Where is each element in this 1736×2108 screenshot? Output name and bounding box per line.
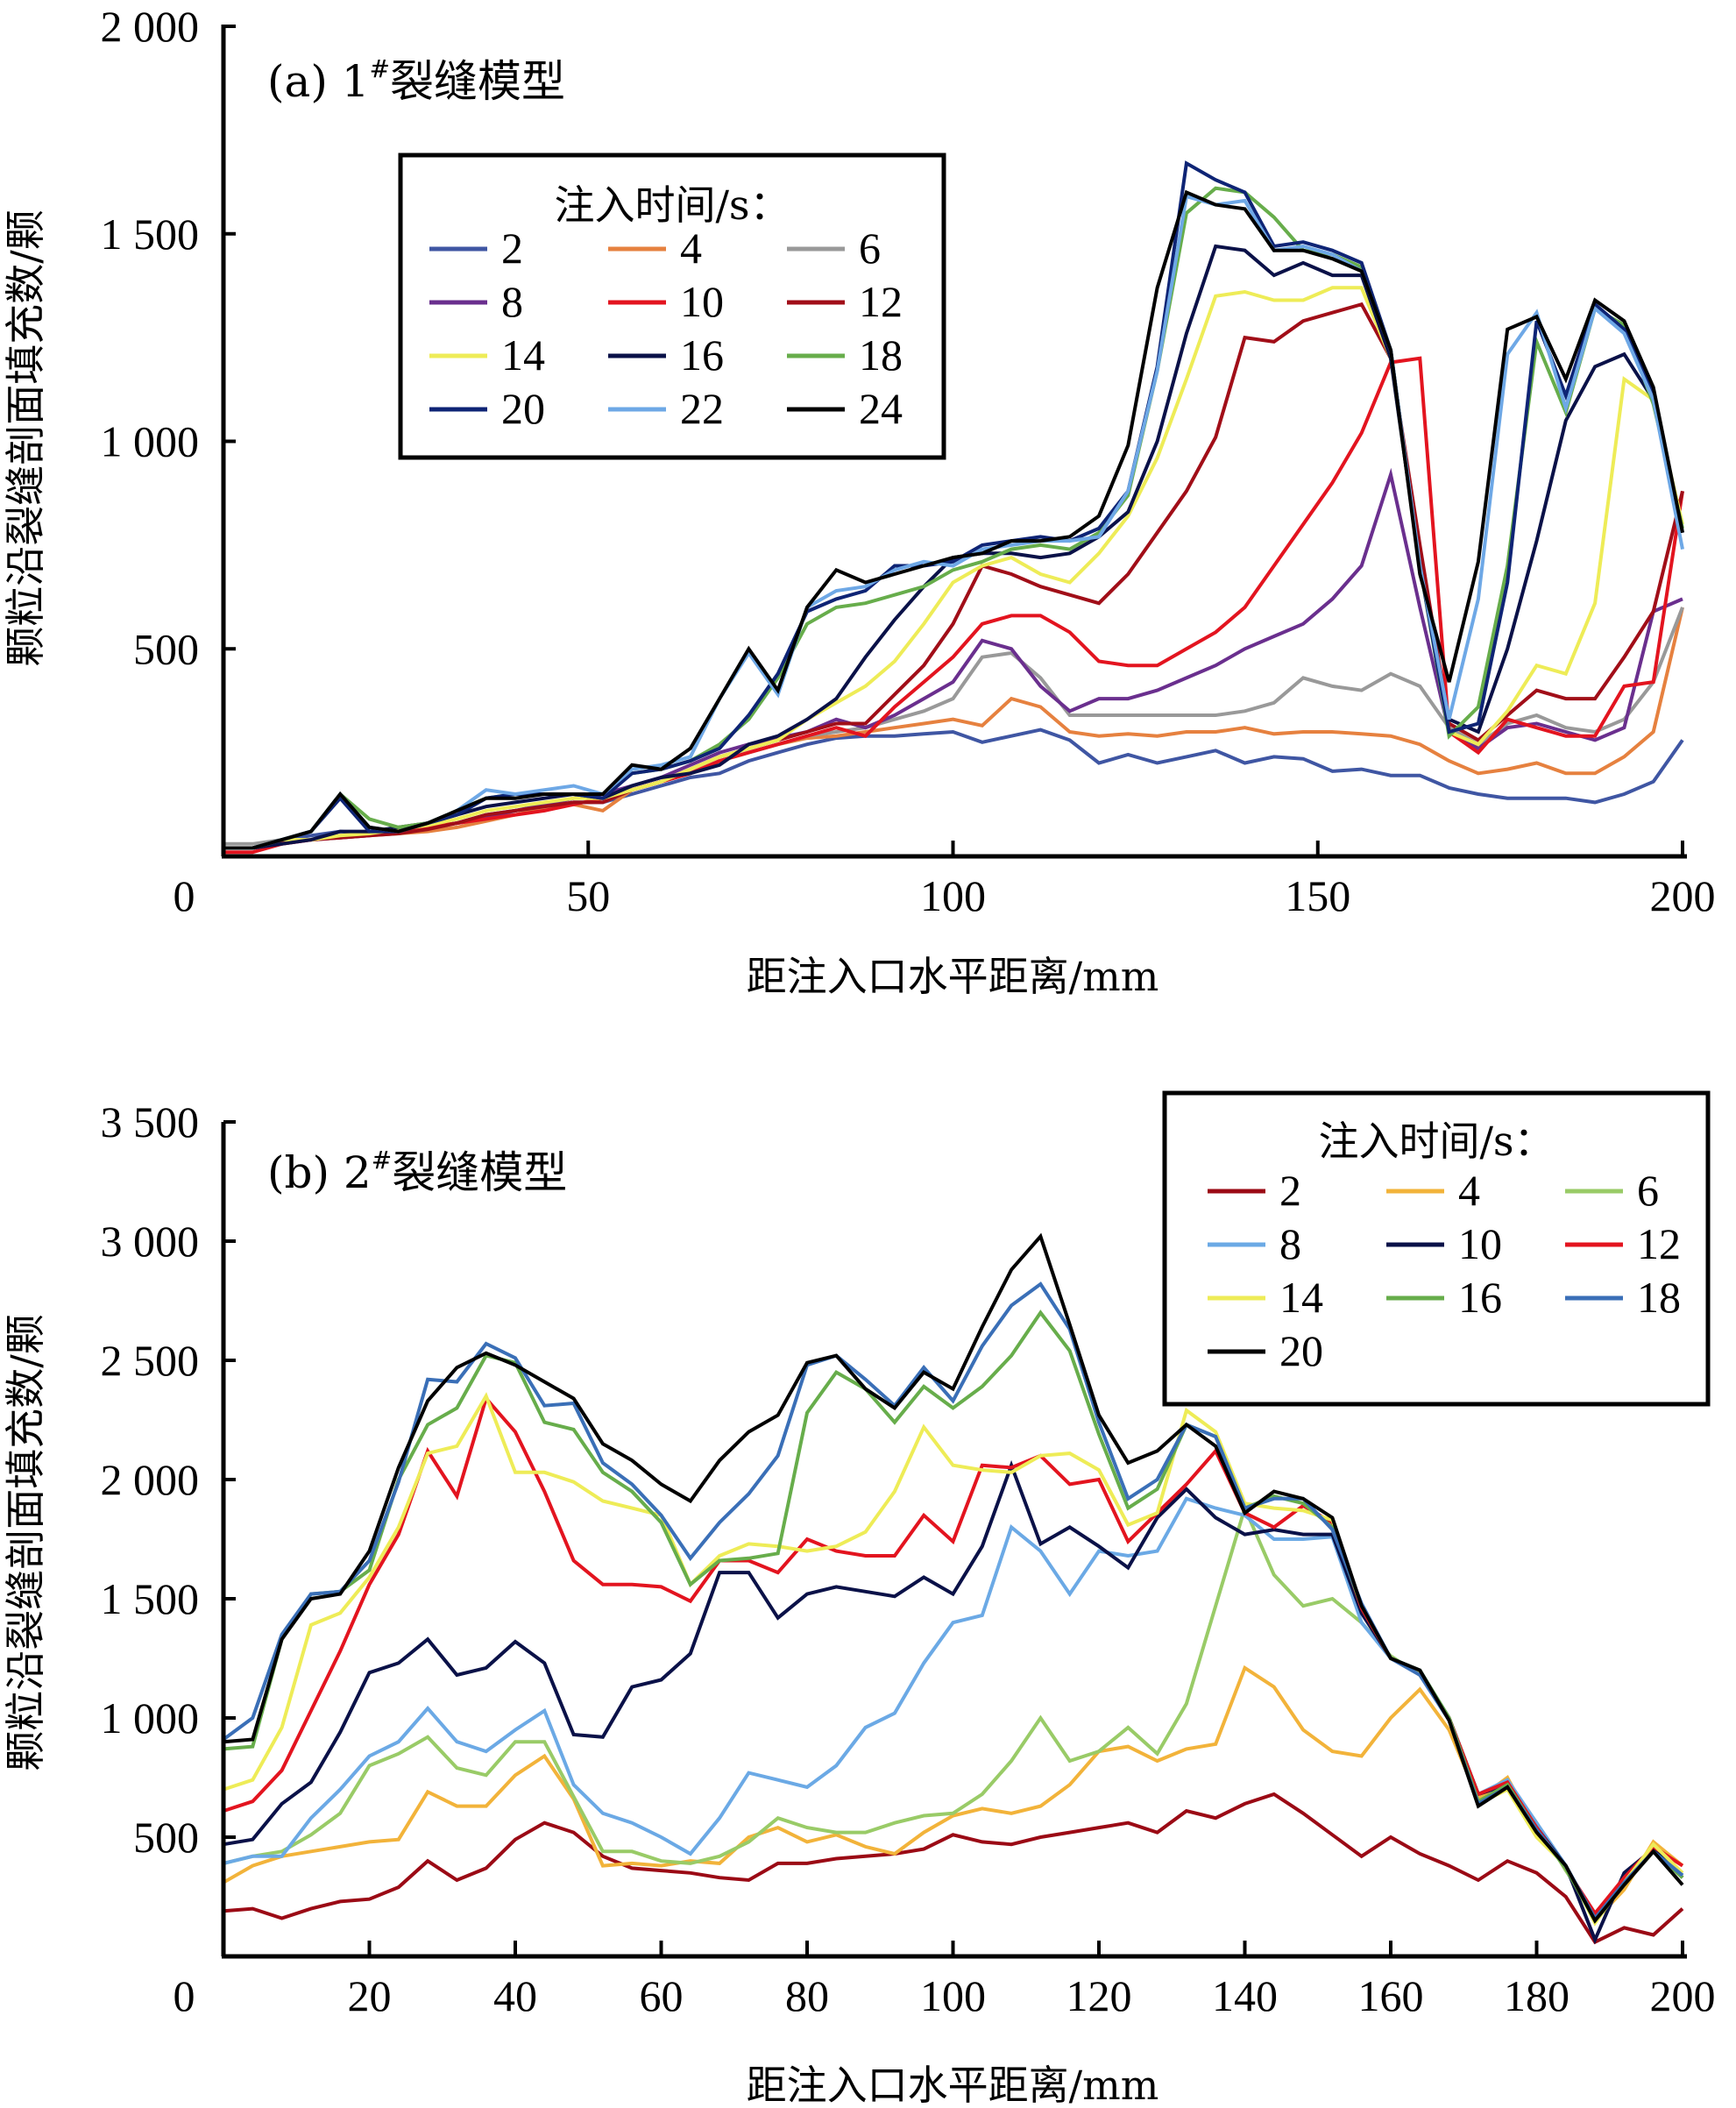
y-tick-label-a-3: 2 000 xyxy=(101,2,200,51)
panel-title-b: (b) 2#裂缝模型 xyxy=(267,1146,567,1198)
x-tick-label-b-3: 60 xyxy=(640,1971,684,2020)
series-line-b-8s xyxy=(223,1496,1684,1921)
y-tick-label-b-5: 3 000 xyxy=(101,1217,200,1266)
legend-label-a-8: 8 xyxy=(501,277,523,326)
y-tick-label-b-2: 1 500 xyxy=(101,1574,200,1623)
panel-title-a-sup: # xyxy=(370,54,390,83)
x-tick-label-b-0: 0 xyxy=(174,1971,195,2020)
series-line-b-2s xyxy=(223,1792,1684,1945)
series-group-b xyxy=(222,1232,1684,1945)
y-ticks-a: 500 1 000 1 500 2 000 xyxy=(101,2,236,673)
x-tick-label-b-9: 180 xyxy=(1504,1971,1569,2020)
legend-label-b-6: 6 xyxy=(1637,1166,1659,1215)
y-ticks-b: 500 1 000 1 500 2 000 2 500 3 000 3 500 xyxy=(101,1097,236,1862)
legend-b: 注入时间/s： 2 4 6 8 10 12 14 16 18 20 xyxy=(1162,1090,1711,1407)
legend-label-a-24: 24 xyxy=(859,384,903,433)
legend-label-b-12: 12 xyxy=(1637,1219,1681,1268)
x-tick-label-a-0: 0 xyxy=(174,871,195,920)
legend-label-a-12: 12 xyxy=(859,277,903,326)
legend-label-b-18: 18 xyxy=(1637,1273,1681,1322)
y-tick-label-a-0: 500 xyxy=(133,624,199,673)
series-line-b-4s xyxy=(223,1664,1684,1924)
x-tick-label-b-10: 200 xyxy=(1650,1971,1716,2020)
legend-label-a-4: 4 xyxy=(680,224,702,273)
chart-panel-b: 颗粒沿裂缝剖面填充数/颗 距注入口水平距离/mm (b) 2#裂缝模型 500 1… xyxy=(2,1090,1716,2108)
y-tick-label-b-4: 2 500 xyxy=(101,1336,200,1385)
legend-a-box xyxy=(398,153,946,460)
legend-label-b-8: 8 xyxy=(1279,1219,1301,1268)
series-line-b-6s xyxy=(223,1502,1684,1917)
legend-label-a-20: 20 xyxy=(501,384,545,433)
panel-title-a-prefix: (a) 1 xyxy=(267,56,370,107)
x-tick-label-b-1: 20 xyxy=(348,1971,392,2020)
legend-label-b-2: 2 xyxy=(1279,1166,1301,1215)
series-group-a xyxy=(223,160,1684,855)
x-tick-label-b-6: 120 xyxy=(1066,1971,1132,2020)
x-tick-label-b-7: 140 xyxy=(1212,1971,1278,2020)
x-tick-label-b-8: 160 xyxy=(1358,1971,1424,2020)
x-tick-label-a-1: 50 xyxy=(566,871,610,920)
legend-label-a-22: 22 xyxy=(680,384,724,433)
y-tick-label-b-6: 3 500 xyxy=(101,1097,200,1146)
panel-title-a: (a) 1#裂缝模型 xyxy=(267,54,565,107)
x-tick-label-a-2: 100 xyxy=(920,871,986,920)
panel-title-b-prefix: (b) 2 xyxy=(267,1147,372,1198)
legend-b-items: 2 4 6 8 10 12 14 16 18 20 xyxy=(1208,1166,1681,1375)
legend-label-b-4: 4 xyxy=(1458,1166,1480,1215)
legend-label-a-18: 18 xyxy=(859,330,903,380)
x-tick-label-a-3: 150 xyxy=(1285,871,1350,920)
x-ticks-b: 0 20 40 60 80 100 120 140 160 180 200 xyxy=(174,1941,1716,2020)
panel-title-b-sup: # xyxy=(372,1146,392,1175)
x-axis-title-b: 距注入口水平距离/mm xyxy=(747,2062,1159,2108)
x-ticks-a: 0 50 100 150 200 xyxy=(174,841,1716,920)
x-tick-label-a-4: 200 xyxy=(1650,871,1716,920)
y-tick-label-b-1: 1 000 xyxy=(101,1693,200,1742)
legend-label-a-2: 2 xyxy=(501,224,523,273)
legend-label-b-16: 16 xyxy=(1458,1273,1502,1322)
legend-label-b-20: 20 xyxy=(1279,1326,1323,1375)
series-line-a-22s xyxy=(223,194,1684,850)
y-tick-label-a-1: 1 000 xyxy=(101,417,200,466)
chart-panel-a: 颗粒沿裂缝剖面填充数/颗 距注入口水平距离/mm (a) 1#裂缝模型 5001… xyxy=(2,2,1716,1000)
legend-a-title: 注入时间/s： xyxy=(554,181,790,229)
y-tick-label-a-2: 1 500 xyxy=(101,209,200,259)
y-axis-title-a: 颗粒沿裂缝剖面填充数/颗 xyxy=(2,209,49,667)
y-tick-label-b-0: 500 xyxy=(133,1813,199,1862)
legend-label-a-14: 14 xyxy=(501,330,545,380)
legend-b-title: 注入时间/s： xyxy=(1318,1118,1554,1165)
legend-label-a-10: 10 xyxy=(680,277,724,326)
y-axis-title-b: 颗粒沿裂缝剖面填充数/颗 xyxy=(2,1314,49,1771)
series-line-a-4s xyxy=(223,607,1684,850)
series-line-b-20s xyxy=(223,1232,1684,1924)
x-tick-label-b-5: 100 xyxy=(920,1971,986,2020)
legend-label-b-10: 10 xyxy=(1458,1219,1502,1268)
x-tick-label-b-4: 80 xyxy=(785,1971,829,2020)
series-line-a-24s xyxy=(223,189,1684,850)
legend-label-a-16: 16 xyxy=(680,330,724,380)
x-tick-label-b-2: 40 xyxy=(493,1971,537,2020)
panel-title-a-suffix: 裂缝模型 xyxy=(390,56,565,107)
legend-label-b-14: 14 xyxy=(1279,1273,1323,1322)
legend-label-a-6: 6 xyxy=(859,224,881,273)
x-axis-title-a: 距注入口水平距离/mm xyxy=(747,953,1159,1000)
y-tick-label-b-3: 2 000 xyxy=(101,1455,200,1504)
panel-title-b-suffix: 裂缝模型 xyxy=(392,1147,567,1198)
